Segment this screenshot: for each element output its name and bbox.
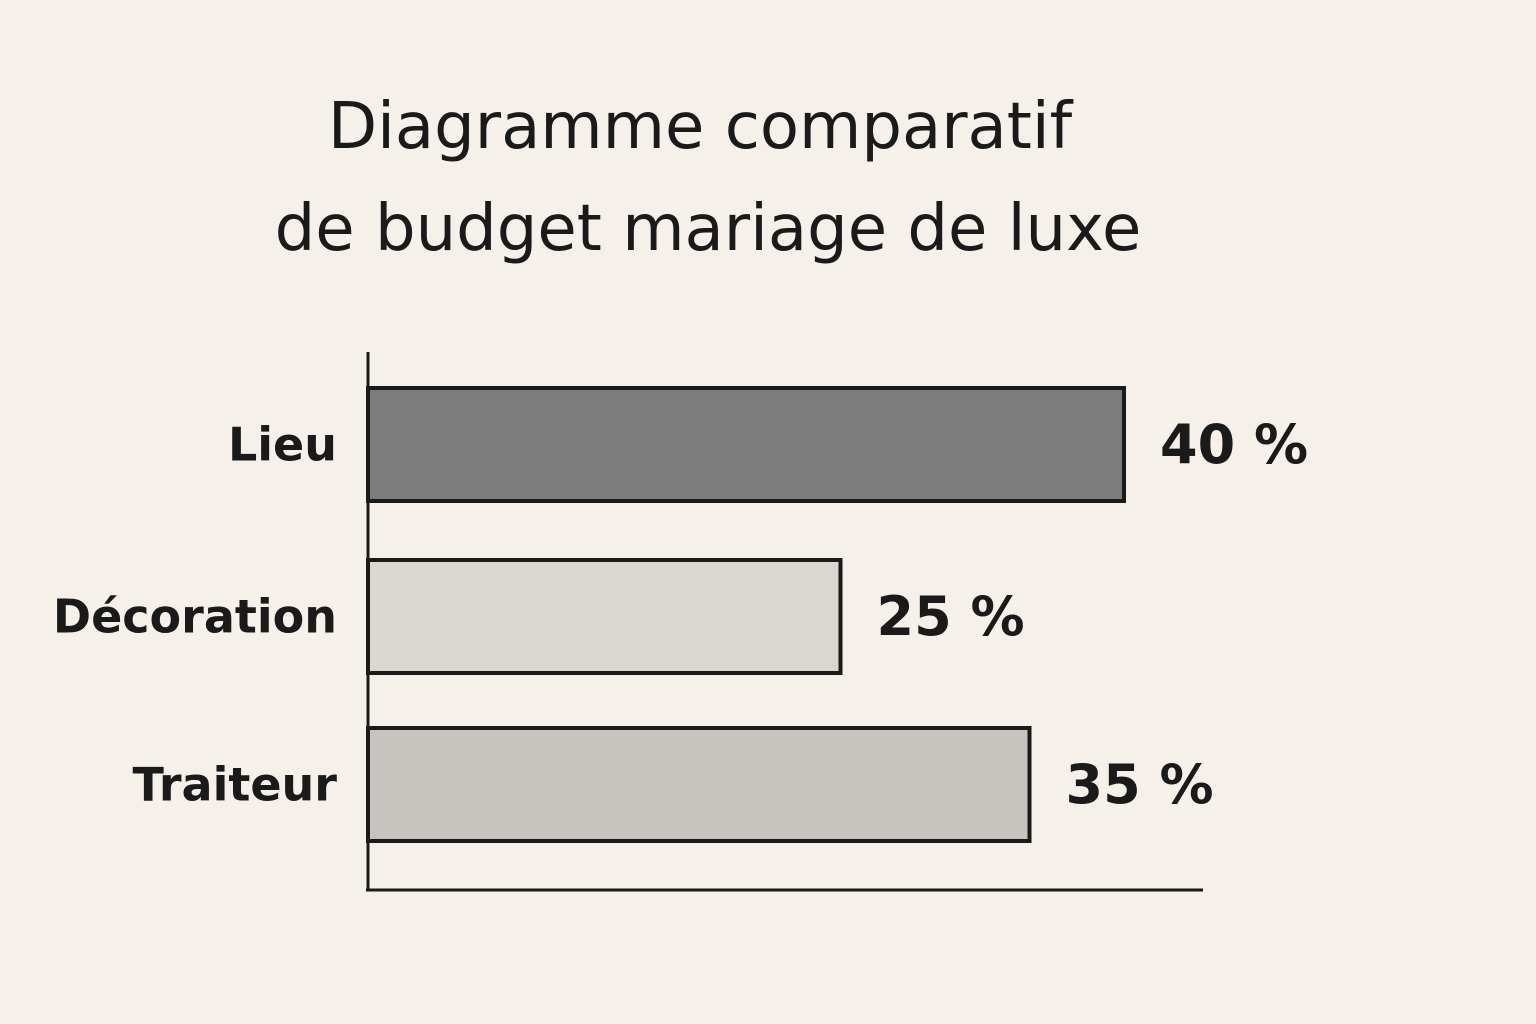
bar-1 <box>366 558 843 675</box>
category-label-1: Décoration <box>53 590 337 644</box>
bar-2 <box>366 726 1032 843</box>
chart-title-line-1: Diagramme comparatif <box>328 90 1074 164</box>
category-label-2: Traiteur <box>133 758 338 812</box>
chart-title-line-2: de budget mariage de luxe <box>275 192 1142 266</box>
chart-title: Diagramme comparatif de budget mariage d… <box>275 90 1142 266</box>
value-label-0: 40 % <box>1160 413 1308 476</box>
bar-0 <box>366 386 1126 503</box>
bars-layer: Lieu 40 % Décoration 25 % Traiteur 35 % <box>53 386 1308 843</box>
value-label-2: 35 % <box>1066 753 1214 816</box>
value-label-1: 25 % <box>877 585 1025 648</box>
category-label-0: Lieu <box>228 418 337 472</box>
